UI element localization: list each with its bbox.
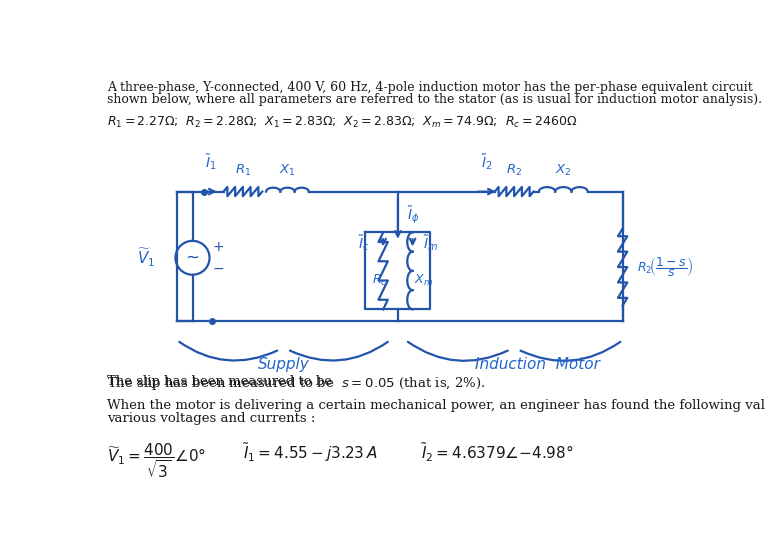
Text: $\widetilde{I}_1 = 4.55 - j3.23\,A$: $\widetilde{I}_1 = 4.55 - j3.23\,A$	[243, 441, 377, 464]
Text: $\widetilde{I}_2 = 4.6379\angle{-4.98}°$: $\widetilde{I}_2 = 4.6379\angle{-4.98}°$	[421, 441, 574, 463]
Text: $R_c$: $R_c$	[373, 272, 388, 287]
Text: $X_m$: $X_m$	[414, 272, 433, 287]
Text: $\widetilde{I}_\phi$: $\widetilde{I}_\phi$	[407, 204, 419, 226]
Text: −: −	[213, 262, 224, 276]
Text: $\widetilde{I}_1$: $\widetilde{I}_1$	[204, 152, 216, 172]
Text: $R_2\!\left(\dfrac{1-s}{s}\right)$: $R_2\!\left(\dfrac{1-s}{s}\right)$	[636, 255, 693, 279]
Text: $X_1$: $X_1$	[279, 163, 296, 178]
Text: $R_1 = 2.27\Omega$;  $R_2 = 2.28\Omega$;  $X_1 = 2.83\Omega$;  $X_2 = 2.83\Omega: $R_1 = 2.27\Omega$; $R_2 = 2.28\Omega$; …	[107, 115, 578, 130]
Text: $\widetilde{V}_1 = \dfrac{400}{\sqrt{3}}\angle 0°$: $\widetilde{V}_1 = \dfrac{400}{\sqrt{3}}…	[107, 441, 207, 480]
Text: $\widetilde{V}_1$: $\widetilde{V}_1$	[137, 247, 155, 269]
Text: $\widetilde{I}_m$: $\widetilde{I}_m$	[424, 233, 438, 253]
Text: +: +	[213, 240, 224, 254]
Text: When the motor is delivering a certain mechanical power, an engineer has found t: When the motor is delivering a certain m…	[107, 399, 765, 413]
Text: $\widetilde{I}_c$: $\widetilde{I}_c$	[358, 233, 369, 253]
Text: Induction  Motor: Induction Motor	[475, 357, 600, 372]
Text: various voltages and currents :: various voltages and currents :	[107, 412, 316, 425]
Text: shown below, where all parameters are referred to the stator (as is usual for in: shown below, where all parameters are re…	[107, 93, 762, 106]
Text: The slip has been measured to be  $s = 0.05$ (that is, 2%).: The slip has been measured to be $s = 0.…	[107, 375, 486, 392]
Text: $R_1$: $R_1$	[235, 163, 251, 178]
Text: Supply: Supply	[258, 357, 309, 372]
Text: $X_2$: $X_2$	[555, 163, 571, 178]
Text: The slip has been measured to be: The slip has been measured to be	[107, 375, 340, 388]
Text: $R_2$: $R_2$	[506, 163, 522, 178]
Text: ~: ~	[185, 249, 200, 267]
Text: $\widetilde{I}_2$: $\widetilde{I}_2$	[481, 152, 493, 172]
Text: A three-phase, Y-connected, 400 V, 60 Hz, 4-pole induction motor has the per-pha: A three-phase, Y-connected, 400 V, 60 Hz…	[107, 81, 753, 94]
